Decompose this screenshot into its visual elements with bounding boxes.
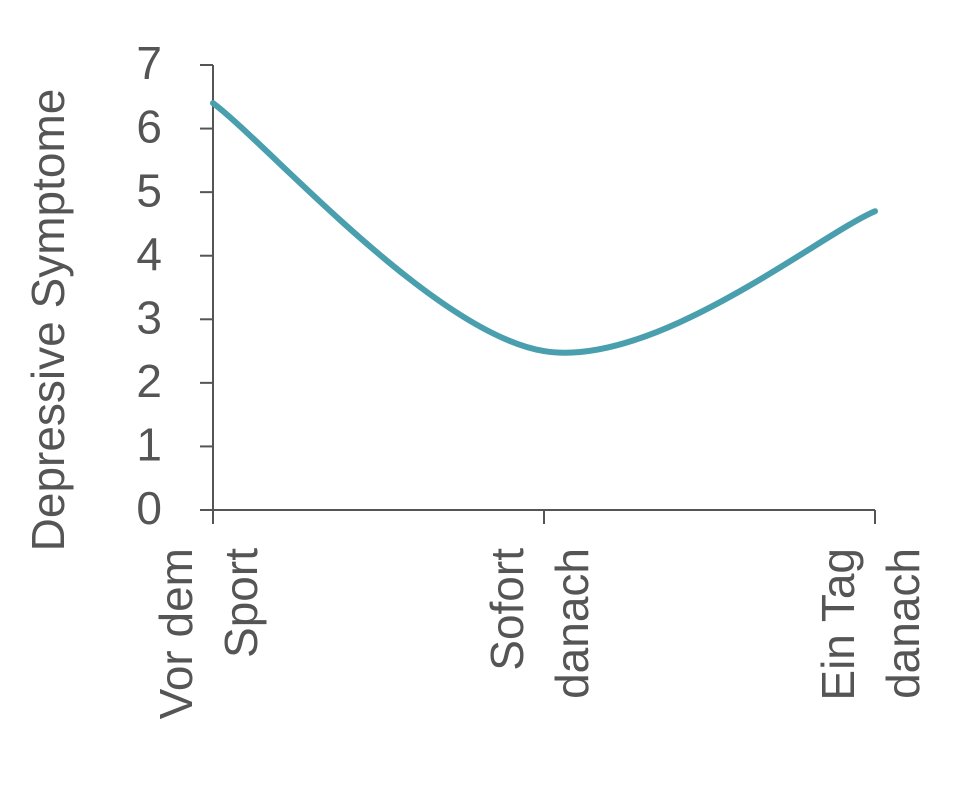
x-tick-label: Vor dem [150, 548, 202, 719]
y-tick-label: 0 [136, 482, 162, 534]
data-line [210, 100, 878, 356]
x-tick-label: danach [546, 548, 598, 699]
y-axis-title: Depressive Symptome [22, 89, 74, 552]
y-tick-label: 2 [136, 355, 162, 407]
y-tick-label: 3 [136, 291, 162, 343]
x-tick-label: Sofort [481, 548, 533, 671]
y-tick-label: 1 [136, 419, 162, 471]
x-tick-label: danach [877, 548, 929, 699]
y-tick-label: 4 [136, 228, 162, 280]
x-tick-label: Ein Tag [812, 548, 864, 701]
y-tick-label: 6 [136, 101, 162, 153]
y-tick-label: 5 [136, 164, 162, 216]
y-tick-label: 7 [136, 37, 162, 89]
x-tick-label: Sport [215, 548, 267, 658]
